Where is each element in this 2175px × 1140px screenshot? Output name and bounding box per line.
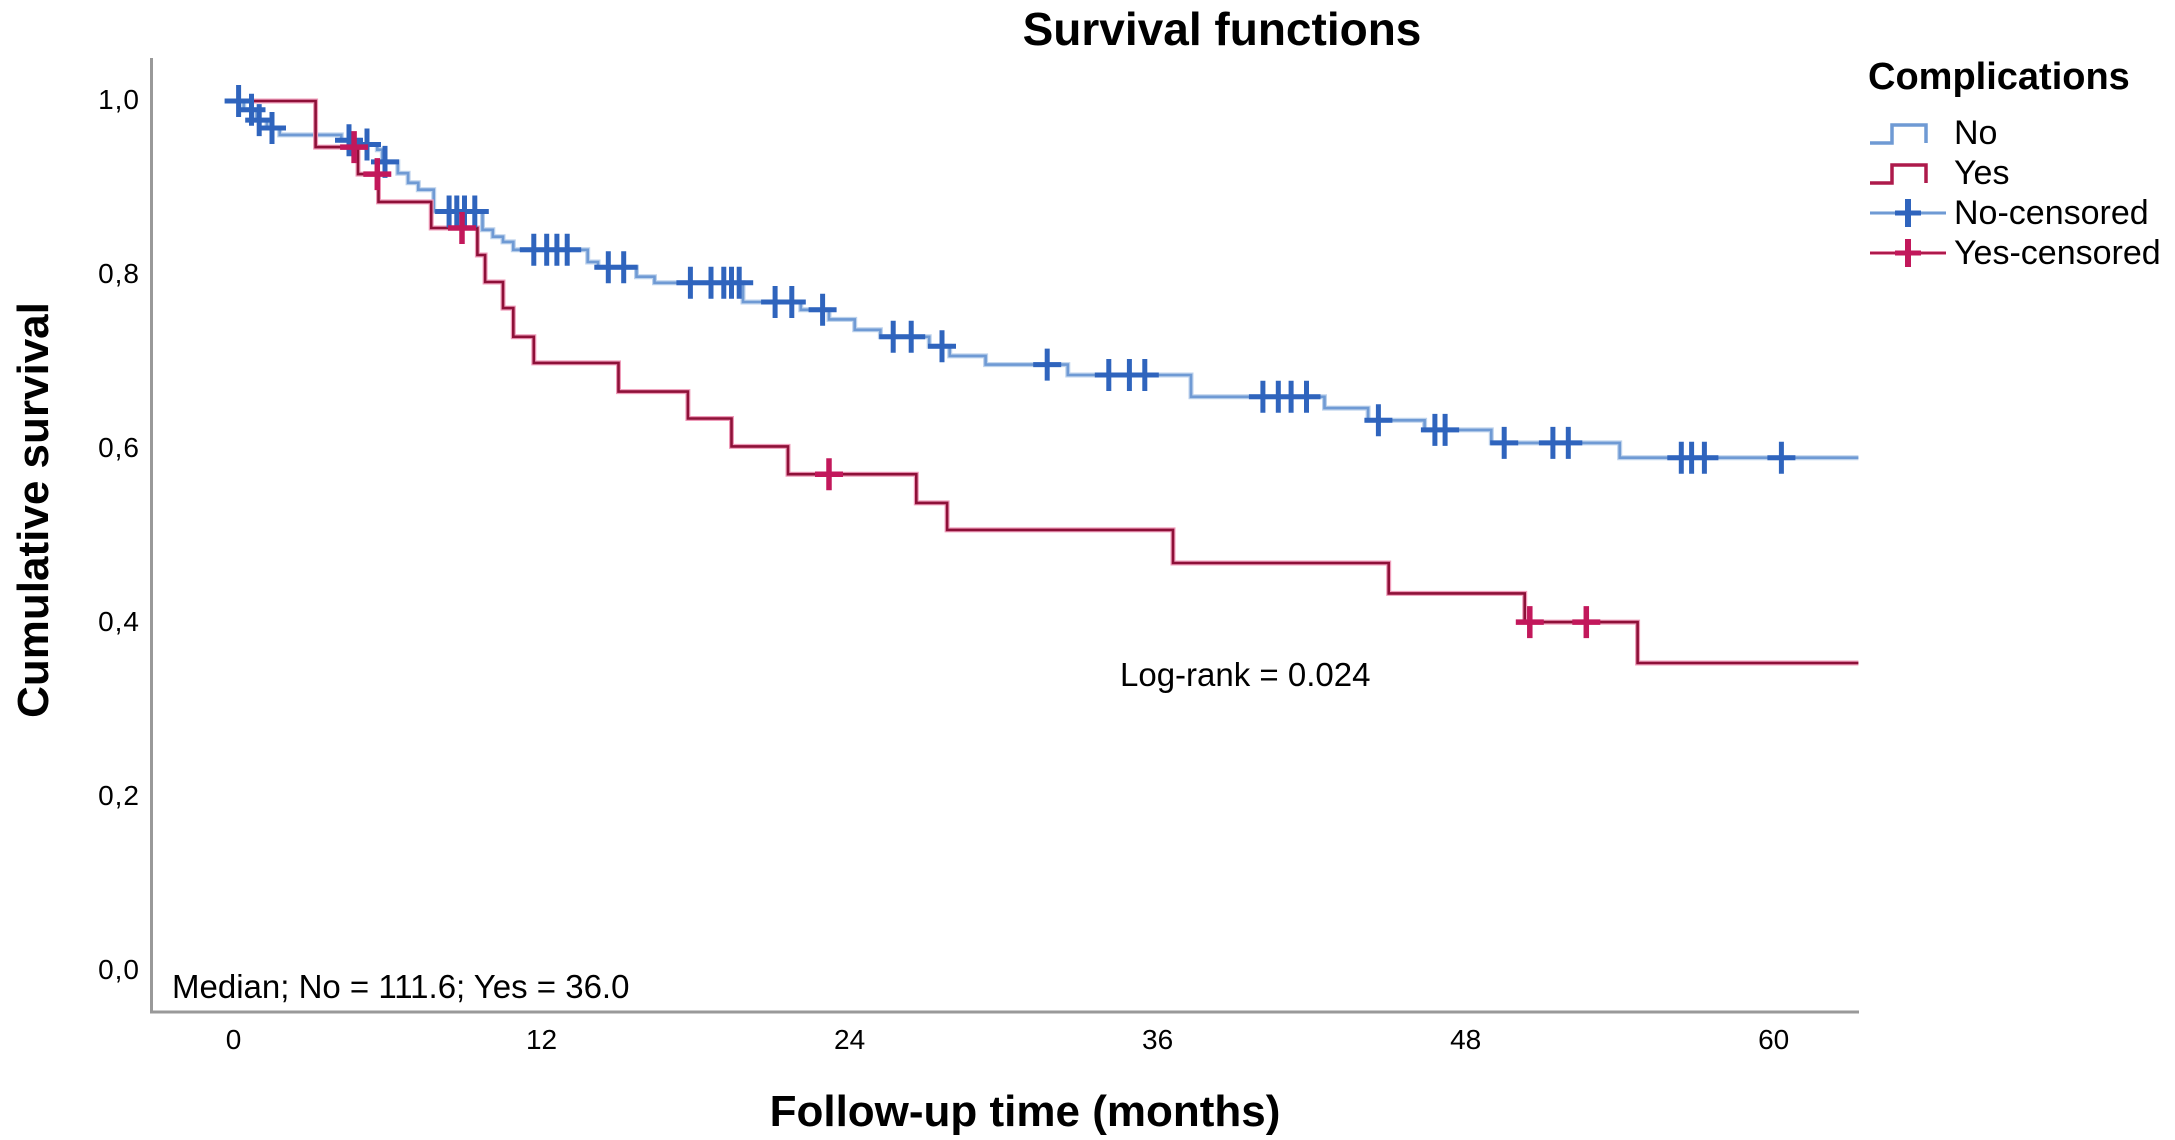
legend-item-no: No: [1868, 113, 2161, 153]
legend-item-label: Yes: [1954, 153, 2010, 192]
legend-item-label: Yes-censored: [1954, 233, 2161, 272]
x-tick-label: 24: [834, 1024, 866, 1055]
x-tick-label: 36: [1142, 1024, 1174, 1055]
survival-curve-no: [233, 99, 1859, 459]
x-axis-label: Follow-up time (months): [769, 1087, 1281, 1136]
median-annotation: Median; No = 111.6; Yes = 36.0: [172, 968, 630, 1005]
survival-curve-yes: [233, 99, 1859, 665]
survival-curve-no-halo: [233, 98, 1859, 461]
chart-title: Survival functions: [1022, 3, 1422, 55]
x-tick-label: 48: [1450, 1024, 1482, 1055]
y-tick-label: 0,4: [98, 606, 140, 637]
legend-item-label: No: [1954, 113, 1998, 152]
log-rank-annotation: Log-rank = 0.024: [1120, 656, 1371, 693]
legend: Complications No Yes No-censored Yes-censor…: [1868, 56, 2161, 273]
y-tick-label: 0,6: [98, 432, 140, 463]
legend-item-yes: Yes: [1868, 153, 2161, 193]
y-tick-label: 0,2: [98, 780, 140, 811]
censor-marks-yes: [340, 131, 1601, 639]
legend-item-yes-censored: Yes-censored: [1868, 233, 2161, 273]
no-step-swatch-icon: [1870, 123, 1928, 145]
x-tick-label: 60: [1758, 1024, 1790, 1055]
yes-censored-swatch-icon: [1870, 239, 1946, 267]
censor-marks-no: [224, 85, 1796, 474]
y-axis-label: Cumulative survival: [9, 302, 58, 718]
x-tick-label: 0: [225, 1024, 242, 1055]
legend-item-label: No-censored: [1954, 193, 2149, 232]
x-tick-label: 12: [525, 1024, 558, 1055]
legend-item-no-censored: No-censored: [1868, 193, 2161, 233]
survival-curve-yes-halo: [233, 98, 1859, 666]
legend-title: Complications: [1868, 56, 2130, 98]
y-tick-label: 0,0: [98, 954, 140, 985]
y-tick-label: 0,8: [98, 258, 140, 289]
y-tick-label: 1,0: [98, 84, 140, 115]
legend-items: No Yes No-censored Yes-censored: [1868, 113, 2161, 273]
yes-step-swatch-icon: [1870, 163, 1928, 185]
no-censored-swatch-icon: [1870, 199, 1946, 227]
